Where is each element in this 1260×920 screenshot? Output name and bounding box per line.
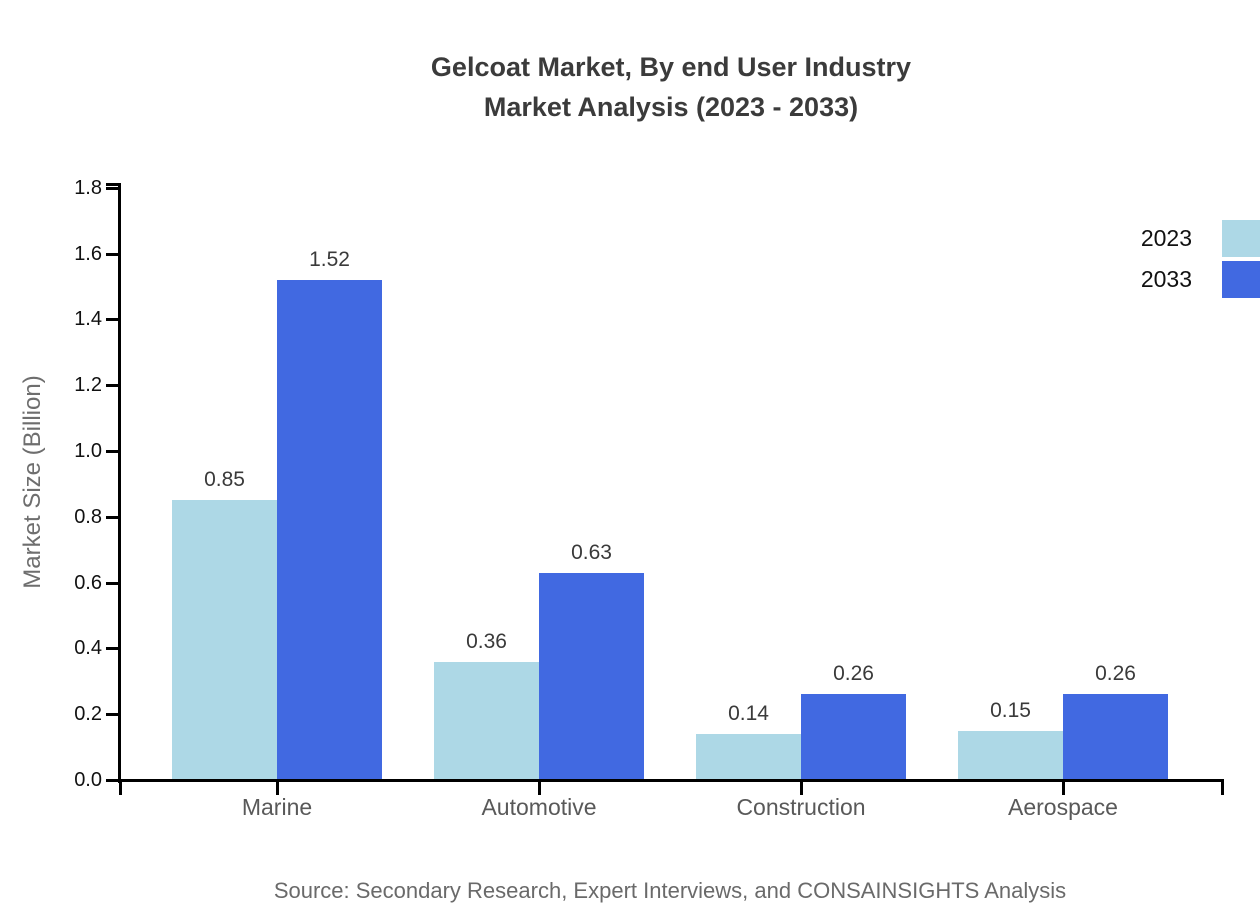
y-tick-1.4 bbox=[106, 318, 120, 321]
x-tick-automotive bbox=[538, 780, 541, 795]
x-axis-label-marine: Marine bbox=[241, 794, 313, 820]
y-tick-0.8 bbox=[106, 516, 120, 519]
y-tick-label-0.2: 0.2 bbox=[74, 703, 102, 725]
y-tick-0.6 bbox=[106, 582, 120, 585]
bar-value-construction-2033: 0.26 bbox=[833, 662, 874, 685]
y-tick-1.0 bbox=[106, 450, 120, 453]
y-axis-spine bbox=[118, 183, 121, 783]
bar-marine-2033 bbox=[277, 280, 382, 780]
legend-swatch-2023 bbox=[1222, 220, 1260, 257]
x-axis-spine bbox=[118, 779, 1224, 782]
bar-construction-2023 bbox=[696, 734, 801, 780]
y-tick-label-1.4: 1.4 bbox=[74, 308, 102, 330]
legend-item-2033: 2033 bbox=[940, 260, 1260, 298]
x-tick-aerospace bbox=[1062, 780, 1065, 795]
legend-swatch-2033 bbox=[1222, 261, 1260, 298]
bar-value-aerospace-2033: 0.26 bbox=[1095, 662, 1136, 685]
y-axis-top-cap bbox=[106, 183, 120, 186]
bar-marine-2023 bbox=[172, 500, 277, 780]
bar-value-marine-2033: 1.52 bbox=[309, 248, 350, 271]
y-tick-0.2 bbox=[106, 713, 120, 716]
bar-construction-2033 bbox=[801, 694, 906, 780]
bar-value-automotive-2023: 0.36 bbox=[466, 630, 507, 653]
x-axis-right-cap bbox=[1221, 780, 1224, 795]
y-tick-1.8 bbox=[106, 187, 120, 190]
y-tick-1.6 bbox=[106, 253, 120, 256]
y-tick-0.4 bbox=[106, 647, 120, 650]
chart-title-line-1: Gelcoat Market, By end User Industry bbox=[430, 52, 912, 82]
y-tick-label-1.8: 1.8 bbox=[74, 177, 102, 199]
legend-label-2033: 2033 bbox=[1140, 265, 1192, 292]
y-tick-label-0.6: 0.6 bbox=[74, 572, 102, 594]
chart-title-line-2: Market Analysis (2023 - 2033) bbox=[483, 92, 859, 122]
bar-aerospace-2023 bbox=[958, 731, 1063, 780]
x-axis-label-construction: Construction bbox=[736, 794, 866, 820]
legend-label-2023: 2023 bbox=[1140, 224, 1192, 251]
bar-automotive-2033 bbox=[539, 573, 644, 780]
y-tick-label-0.4: 0.4 bbox=[74, 637, 102, 659]
x-tick-marine bbox=[276, 780, 279, 795]
y-axis-title: Market Size (Billion) bbox=[19, 375, 46, 589]
bar-value-aerospace-2023: 0.15 bbox=[990, 699, 1031, 722]
y-tick-label-0.0: 0.0 bbox=[74, 769, 102, 791]
x-axis-label-aerospace: Aerospace bbox=[1008, 794, 1118, 820]
source-attribution: Source: Secondary Research, Expert Inter… bbox=[273, 878, 1067, 903]
y-tick-label-1.2: 1.2 bbox=[74, 374, 102, 396]
legend-item-2023: 2023 bbox=[940, 219, 1260, 257]
x-axis-label-automotive: Automotive bbox=[481, 794, 597, 820]
bar-aerospace-2033 bbox=[1063, 694, 1168, 780]
y-tick-1.2 bbox=[106, 384, 120, 387]
bar-automotive-2023 bbox=[434, 662, 539, 780]
chart-title: Gelcoat Market, By end User Industry Mar… bbox=[120, 47, 1222, 127]
y-tick-label-1.0: 1.0 bbox=[74, 440, 102, 462]
bar-value-marine-2023: 0.85 bbox=[204, 468, 245, 491]
bar-value-construction-2023: 0.14 bbox=[728, 702, 769, 725]
y-tick-0.0 bbox=[106, 779, 120, 782]
x-tick-construction bbox=[800, 780, 803, 795]
bar-value-automotive-2033: 0.63 bbox=[571, 541, 612, 564]
y-tick-label-0.8: 0.8 bbox=[74, 506, 102, 528]
x-axis-left-cap bbox=[119, 780, 122, 795]
y-tick-label-1.6: 1.6 bbox=[74, 243, 102, 265]
